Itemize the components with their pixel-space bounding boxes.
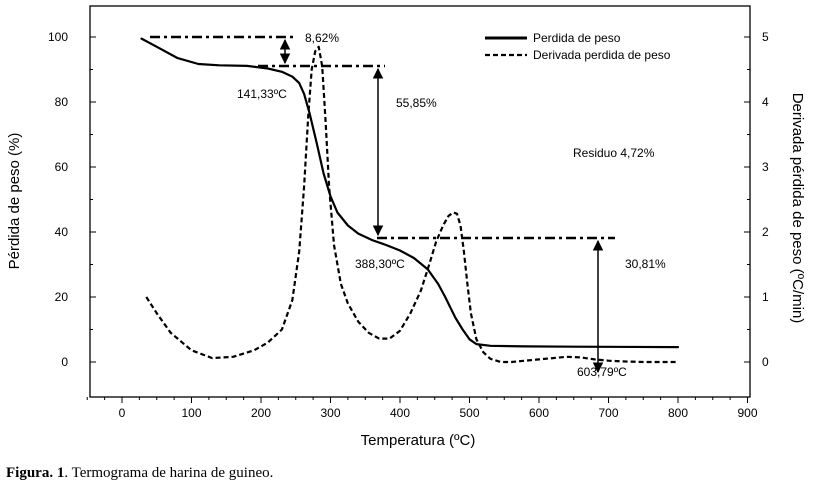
y-right-tick-label: 0 [762,355,769,369]
data-series [140,37,680,364]
x-tick-label: 0 [119,406,126,420]
x-tick-label: 200 [251,406,271,420]
x-tick-label: 900 [737,406,757,420]
y-right-tick-label: 4 [762,95,769,109]
y-left-tick-label: 60 [55,160,69,174]
y-left-axis-title: Pérdida de peso (%) [6,133,23,270]
caption-label: Figura. 1 [6,465,65,481]
x-tick-label: 400 [390,406,410,420]
annotation-guides [150,35,615,374]
series-line-derivada [145,45,678,364]
y-right-tick-label: 1 [762,290,769,304]
plot-frame [89,5,751,398]
x-tick-label: 300 [320,406,340,420]
y-right-axis-title: Derivada pérdida de peso (ºC/min) [789,93,806,324]
annot-step3-percent: 30,81% [625,257,666,271]
y-left-tick-label: 20 [55,290,69,304]
y-left-tick-label: 100 [48,30,68,44]
x-tick-label: 100 [181,406,201,420]
x-tick-label: 500 [459,406,479,420]
y-left-tick-label: 80 [55,95,69,109]
annot-temp3: 603,79ºC [577,365,627,379]
annot-temp1: 141,33ºC [237,87,287,101]
annot-residue: Residuo 4,72% [573,146,655,160]
annot-step1-percent: 8,62% [305,31,339,45]
x-tick-label: 600 [529,406,549,420]
series-line-perdida-de-peso [140,37,680,349]
legend-label-perdida: Perdida de peso [533,31,621,45]
annot-step2-percent: 55,85% [396,96,437,110]
legend-label-derivada: Derivada perdida de peso [533,48,671,62]
x-tick-label: 700 [598,406,618,420]
axis-ticks: 0 100 200 300 400 500 600 700 800 900020406080100… [48,30,769,420]
y-left-tick-label: 0 [61,355,68,369]
thermogram-chart: 0 100 200 300 400 500 600 700 800 900020406080100… [6,5,806,449]
annot-temp2: 388,30ºC [355,257,405,271]
x-tick-label: 800 [668,406,688,420]
figure-caption: Figura. 1. Termograma de harina de guine… [6,465,273,482]
y-right-tick-label: 5 [762,30,769,44]
caption-text: . Termograma de harina de guineo. [64,465,274,481]
y-right-tick-label: 3 [762,160,769,174]
y-left-tick-label: 40 [55,225,69,239]
x-axis-title: Temperatura (ºC) [361,432,476,449]
y-right-tick-label: 2 [762,225,769,239]
legend: Perdida de peso Derivada perdida de peso [485,31,671,62]
